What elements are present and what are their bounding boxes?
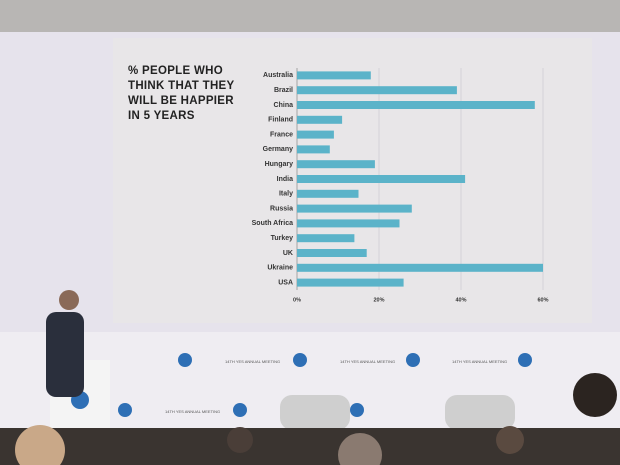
logo: [518, 353, 532, 367]
bar: [297, 219, 400, 228]
y-tick-label: UK: [283, 250, 293, 257]
bar: [297, 71, 371, 80]
audience-head: [573, 373, 617, 417]
armchair: [445, 395, 515, 430]
logo: [293, 353, 307, 367]
y-tick-label: France: [270, 131, 293, 138]
bar: [297, 278, 404, 287]
armchair: [280, 395, 350, 430]
logo: [406, 353, 420, 367]
audience-head: [227, 427, 253, 453]
y-tick-label: Ukraine: [267, 265, 293, 272]
logos: [118, 353, 532, 417]
logo: [350, 403, 364, 417]
bar: [297, 160, 375, 169]
bar: [297, 130, 334, 139]
y-tick-label: Italy: [279, 191, 293, 198]
chart: 0% 20% 40% 60% Australia Brazil China Finland Fr…: [252, 68, 549, 303]
audience-head: [338, 433, 382, 465]
speaker-body: [46, 312, 84, 397]
y-tick-label: Hungary: [265, 161, 294, 168]
y-tick-label: Russia: [270, 205, 293, 212]
bar: [297, 249, 367, 257]
audience-head: [15, 425, 65, 465]
x-tick-label: 40%: [455, 297, 466, 303]
bar: [297, 115, 343, 124]
y-tick-label: Brazil: [274, 87, 293, 94]
backdrop-text: 14TH YES ANNUAL MEETING: [165, 409, 220, 414]
y-tick-label: Finland: [268, 117, 293, 124]
backdrop-text: 14TH YES ANNUAL MEETING: [225, 359, 280, 364]
backdrop-text: 14TH YES ANNUAL MEETING: [452, 359, 507, 364]
bar: [297, 263, 543, 272]
logo: [178, 353, 192, 367]
y-tick-label: China: [274, 102, 294, 109]
bar: [297, 86, 457, 95]
ceiling: [0, 0, 620, 32]
y-tick-label: South Africa: [252, 220, 293, 227]
bar: [297, 204, 412, 213]
x-tick-label: 20%: [373, 297, 384, 303]
y-tick-label: India: [277, 176, 293, 183]
speaker-head: [59, 290, 79, 310]
bar: [297, 234, 355, 243]
bar: [297, 189, 359, 198]
logo: [118, 403, 132, 417]
bar: [297, 145, 330, 154]
y-tick-label: Turkey: [271, 235, 294, 242]
y-tick-label: USA: [278, 279, 293, 286]
bar: [297, 175, 466, 183]
chart-title: % PEOPLE WHO THINK THAT THEY WILL BE HAP…: [128, 65, 235, 122]
logo: [233, 403, 247, 417]
audience: [0, 428, 620, 465]
x-tick-label: 60%: [537, 297, 548, 303]
backdrop-text: 14TH YES ANNUAL MEETING: [340, 359, 395, 364]
x-tick-label: 0%: [293, 297, 301, 303]
bar: [297, 101, 535, 109]
audience-head: [496, 426, 524, 454]
backdrop-texts: 14TH YES ANNUAL MEETING 14TH YES ANNUAL …: [165, 359, 507, 414]
y-tick-label: Germany: [263, 146, 293, 153]
y-tick-label: Australia: [263, 72, 293, 79]
